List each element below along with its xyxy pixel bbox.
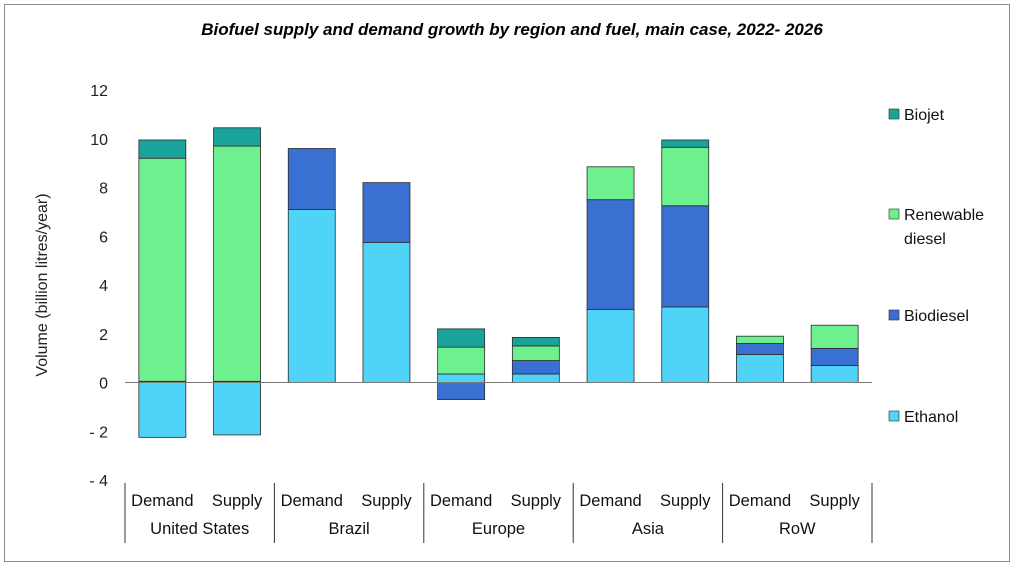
x-tick-label: Supply	[809, 492, 860, 510]
bar-segment-ethanol	[287, 209, 336, 383]
x-tick-label: Supply	[511, 492, 562, 510]
chart-title: Biofuel supply and demand growth by regi…	[201, 20, 823, 39]
bar-segment-ethanol	[661, 306, 710, 383]
bar-segment-ethanol	[736, 354, 784, 383]
legend-swatch	[888, 108, 900, 120]
x-axis: Demand Supply United States Demand Supply Bra…	[124, 382, 873, 543]
x-tick-label: Supply	[212, 492, 263, 510]
bars	[138, 127, 859, 438]
bar-segment-biodiesel	[362, 182, 411, 243]
bar-segment-ethanol	[586, 308, 635, 383]
legend-swatch	[888, 309, 900, 321]
bar-segment-biojet	[213, 127, 261, 147]
bar-segment-biodiesel	[437, 382, 486, 400]
y-tick-label: 0	[99, 376, 108, 393]
legend-label: diesel	[904, 231, 946, 248]
y-tick-label: 2	[99, 327, 108, 344]
x-tick-label: Demand	[281, 492, 343, 510]
x-group-label: Asia	[632, 520, 665, 538]
y-tick-label: 8	[99, 181, 108, 198]
bar-segment-renewable-diesel	[437, 346, 486, 375]
bar-segment-biodiesel	[661, 205, 710, 308]
bar-segment-renewable-diesel	[736, 335, 784, 344]
legend-swatch	[888, 410, 900, 422]
bar-segment-biodiesel	[586, 199, 635, 310]
bar-segment-ethanol	[511, 373, 560, 383]
bar-segment-biojet	[511, 337, 560, 347]
y-tick-label: 12	[90, 83, 108, 100]
x-tick-label: Supply	[361, 492, 412, 510]
legend-label: Biojet	[904, 107, 945, 124]
x-tick-label: Demand	[131, 492, 193, 510]
legend-label: Biodiesel	[904, 308, 969, 325]
bar-segment-biojet	[138, 139, 187, 159]
bar-segment-biojet	[437, 328, 486, 348]
bar-segment-biojet	[661, 139, 710, 148]
bar-segment-renewable-diesel	[511, 345, 560, 361]
bar-segment-biodiesel	[810, 347, 859, 366]
y-tick-label: 10	[90, 132, 108, 149]
y-tick-label: - 2	[89, 424, 108, 441]
legend: Biojet Renewable diesel Biodiesel Ethanol	[888, 107, 984, 426]
bar-segment-biodiesel	[511, 360, 560, 375]
bar-segment-biodiesel	[287, 148, 336, 210]
x-tick-label: Demand	[430, 492, 492, 510]
legend-label: Ethanol	[904, 409, 958, 426]
x-group-label: Brazil	[328, 520, 369, 538]
x-group-label: Europe	[472, 520, 525, 538]
bar-segment-renewable-diesel	[586, 166, 635, 201]
y-axis-label: Volume (billion litres/year)	[34, 193, 51, 376]
bar-segment-ethanol	[810, 365, 859, 383]
y-tick-label: 6	[99, 229, 108, 246]
legend-swatch	[888, 208, 900, 220]
x-group-label: RoW	[779, 520, 816, 538]
bar-segment-ethanol	[213, 382, 261, 436]
x-tick-label: Supply	[660, 492, 711, 510]
x-tick-label: Demand	[729, 492, 791, 510]
bar-segment-renewable-diesel	[213, 145, 261, 382]
y-tick-label: 4	[99, 278, 108, 295]
legend-label: Renewable	[904, 207, 984, 224]
y-axis-ticks: 12 10 8 6 4 2 0 - 2 - 4	[89, 83, 108, 490]
bar-segment-ethanol	[138, 382, 187, 438]
y-tick-label: - 4	[89, 473, 108, 490]
bar-segment-renewable-diesel	[138, 157, 187, 382]
x-group-label: United States	[150, 520, 249, 538]
bar-segment-renewable-diesel	[810, 324, 859, 349]
x-tick-label: Demand	[579, 492, 641, 510]
bar-segment-ethanol	[437, 373, 486, 383]
bar-segment-biodiesel	[736, 343, 784, 355]
bar-segment-renewable-diesel	[661, 146, 710, 207]
bar-segment-ethanol	[362, 241, 411, 383]
